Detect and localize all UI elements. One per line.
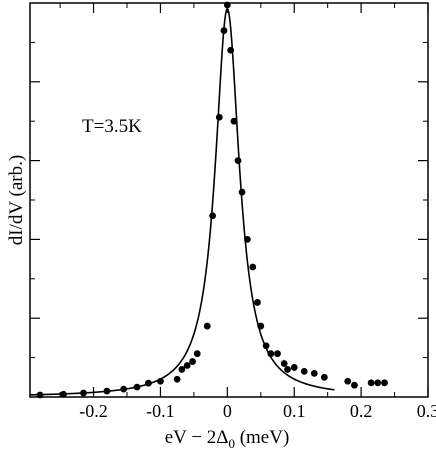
x-tick-label: -0.1 <box>146 401 175 421</box>
data-point <box>310 369 318 377</box>
data-point <box>262 342 270 350</box>
data-point <box>189 358 196 365</box>
data-point <box>103 387 111 395</box>
data-point <box>290 364 298 371</box>
data-point <box>183 362 191 369</box>
data-point <box>243 236 251 243</box>
x-axis-title-main: eV − 2Δ <box>165 427 229 448</box>
data-point <box>344 377 352 385</box>
data-point <box>374 379 382 387</box>
data-point <box>274 350 281 358</box>
x-tick-label: 0.2 <box>350 401 373 421</box>
data-point <box>230 117 238 125</box>
data-point <box>80 389 87 397</box>
data-point <box>223 1 231 9</box>
data-point <box>381 379 388 387</box>
temperature-annotation: T=3.5K <box>82 116 142 137</box>
x-tick-label: -0.2 <box>79 401 108 421</box>
data-point <box>203 322 211 330</box>
data-point <box>257 322 265 330</box>
x-tick-label: 0.1 <box>283 401 306 421</box>
data-point <box>351 381 358 389</box>
y-axis-title: dI/dV (arb.) <box>6 155 27 245</box>
data-point <box>254 299 261 306</box>
data-point <box>215 113 223 121</box>
data-point <box>367 379 375 387</box>
data-point <box>193 350 201 358</box>
x-tick-label: 0.3 <box>417 401 436 421</box>
data-point <box>280 360 288 367</box>
data-point <box>284 366 291 373</box>
data-point <box>173 375 181 383</box>
data-point <box>178 366 186 373</box>
data-point <box>120 385 128 393</box>
data-point <box>249 263 257 271</box>
x-axis-title-unit: (meV) <box>235 427 289 448</box>
data-point <box>133 383 141 391</box>
plot-frame <box>29 2 429 398</box>
data-point <box>144 379 152 387</box>
data-point <box>234 157 242 165</box>
axes <box>29 2 429 398</box>
data-point <box>36 391 44 399</box>
x-axis-title-subscript: 0 <box>228 436 235 449</box>
x-axis-title: eV − 2Δ0 (meV) <box>165 427 290 449</box>
data-point <box>238 188 246 196</box>
data-point <box>157 377 164 385</box>
data-point <box>60 390 67 398</box>
ticks: -0.2 -0.1 0 0.1 0.2 0.3 <box>30 3 436 421</box>
data-point <box>209 212 217 220</box>
data-point <box>320 373 328 381</box>
fit-curve-layer <box>29 7 335 396</box>
fit-curve <box>29 7 335 396</box>
data-point <box>220 27 228 34</box>
data-point <box>300 367 308 375</box>
data-point <box>227 46 235 54</box>
x-tick-label: 0 <box>223 401 232 421</box>
data-points <box>36 1 388 399</box>
data-point <box>267 350 275 358</box>
